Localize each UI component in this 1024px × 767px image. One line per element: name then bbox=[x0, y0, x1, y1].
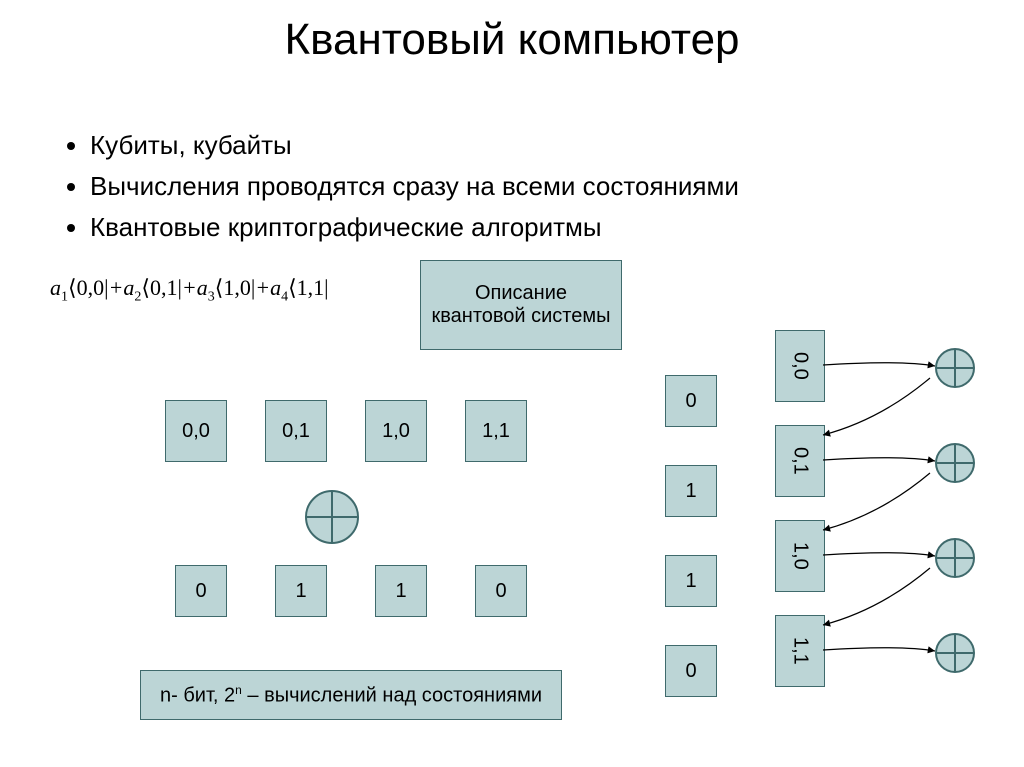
formula: a1⟨0,0|+a2⟨0,1|+a3⟨1,0|+a4⟨1,1| bbox=[50, 275, 329, 305]
description-box: Описание квантовой системы bbox=[420, 260, 622, 350]
bullet-item: Вычисления проводятся сразу на всеми сос… bbox=[90, 167, 739, 206]
footer-text-post: – вычислений над состояниями bbox=[242, 684, 542, 706]
pair-box: 0,1 bbox=[265, 400, 327, 462]
plus-gate-icon bbox=[935, 538, 975, 578]
state-pair-box: 0,0 bbox=[775, 330, 825, 402]
footer-box: n- бит, 2n – вычислений над состояниями bbox=[140, 670, 562, 720]
state-bit-box: 1 bbox=[665, 465, 717, 517]
state-pair-box: 1,0 bbox=[775, 520, 825, 592]
plus-gate-icon bbox=[935, 348, 975, 388]
pair-box: 0,0 bbox=[165, 400, 227, 462]
plus-gate-icon bbox=[935, 443, 975, 483]
plus-gate-icon bbox=[935, 633, 975, 673]
state-pair-box: 1,1 bbox=[775, 615, 825, 687]
footer-text-pre: n- бит, 2 bbox=[160, 684, 235, 706]
state-bit-box: 0 bbox=[665, 375, 717, 427]
bullet-list: Кубиты, кубайты Вычисления проводятся ср… bbox=[50, 126, 739, 249]
pair-box: 1,0 bbox=[365, 400, 427, 462]
state-bit-box: 1 bbox=[665, 555, 717, 607]
footer-superscript: n bbox=[235, 683, 242, 697]
state-bit-box: 0 bbox=[665, 645, 717, 697]
arrows-layer bbox=[0, 0, 1024, 767]
description-label: Описание квантовой системы bbox=[431, 282, 611, 328]
slide: Квантовый компьютер Кубиты, кубайты Вычи… bbox=[0, 0, 1024, 767]
state-pair-box: 0,1 bbox=[775, 425, 825, 497]
bullet-item: Кубиты, кубайты bbox=[90, 126, 739, 165]
bit-box: 1 bbox=[275, 565, 327, 617]
bit-box: 0 bbox=[475, 565, 527, 617]
plus-gate-icon bbox=[305, 490, 359, 544]
bit-box: 1 bbox=[375, 565, 427, 617]
bit-box: 0 bbox=[175, 565, 227, 617]
bullet-item: Квантовые криптографические алгоритмы bbox=[90, 208, 739, 247]
pair-box: 1,1 bbox=[465, 400, 527, 462]
slide-title: Квантовый компьютер bbox=[0, 15, 1024, 65]
